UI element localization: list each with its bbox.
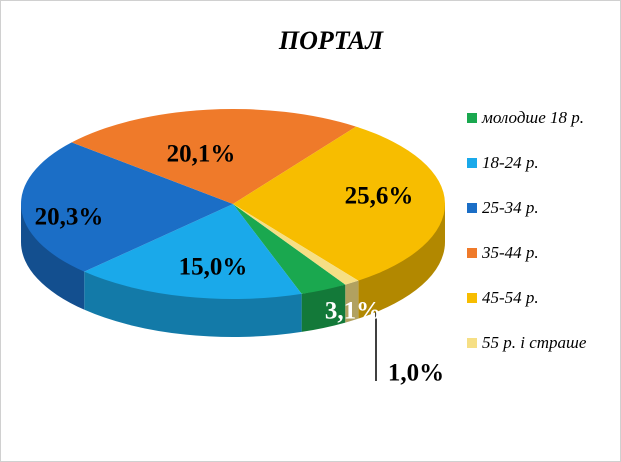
legend-item: 45-54 р. (463, 289, 613, 334)
slice-side (345, 280, 359, 323)
legend-label: 35-44 р. (482, 243, 539, 262)
data-label: 20,1% (167, 141, 236, 168)
legend-item: 25-34 р. (463, 199, 613, 244)
legend-swatch (467, 158, 477, 168)
legend-swatch (467, 338, 477, 348)
legend-swatch (467, 248, 477, 258)
legend-item: 35-44 р. (463, 244, 613, 289)
data-label: 20,3% (35, 204, 104, 231)
data-label: 3,1% (325, 298, 381, 325)
data-label: 25,6% (345, 183, 414, 210)
slice (71, 109, 357, 204)
legend-swatch (467, 293, 477, 303)
data-label: 15,0% (179, 254, 248, 281)
legend-label: молодше 18 р. (482, 108, 585, 127)
legend-item: 18-24 р. (463, 154, 613, 199)
legend-item: молодше 18 р. (463, 109, 613, 154)
slice (233, 204, 359, 285)
legend-label: 18-24 р. (482, 153, 539, 172)
legend-label: 55 р. і страше (482, 333, 587, 352)
legend-swatch (467, 203, 477, 213)
slice (233, 204, 346, 294)
chart-title: ПОРТАЛ (278, 26, 384, 55)
slice (84, 204, 302, 299)
legend-label: 45-54 р. (482, 288, 539, 307)
data-label: 1,0% (388, 360, 444, 387)
legend-swatch (467, 113, 477, 123)
legend-label: 25-34 р. (482, 198, 539, 217)
slice (233, 126, 446, 281)
legend: молодше 18 р. 18-24 р. 25-34 р. 35-44 р. 45-… (463, 109, 613, 379)
legend-item: 55 р. і страше (463, 334, 613, 379)
slice-side (301, 284, 346, 332)
slice (20, 142, 233, 272)
